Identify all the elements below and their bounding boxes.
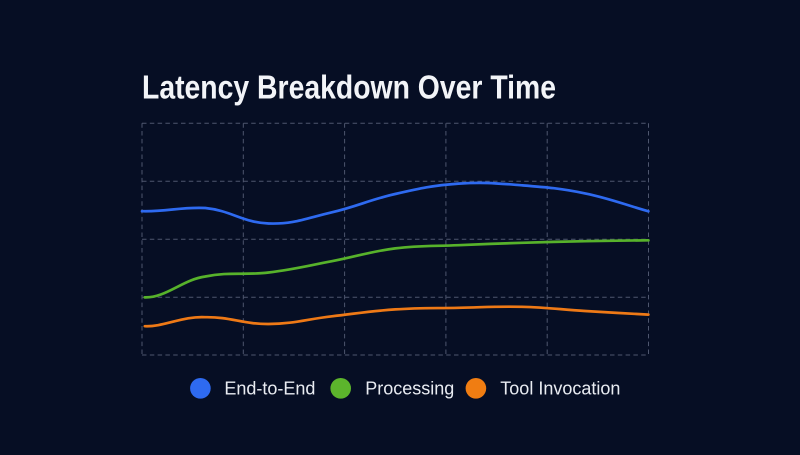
- svg-text:End-to-End: End-to-End: [224, 379, 315, 399]
- svg-text:Latency Breakdown Over Time: Latency Breakdown Over Time: [142, 69, 556, 106]
- svg-text:Tool Invocation: Tool Invocation: [500, 379, 620, 399]
- svg-text:Processing: Processing: [365, 379, 454, 399]
